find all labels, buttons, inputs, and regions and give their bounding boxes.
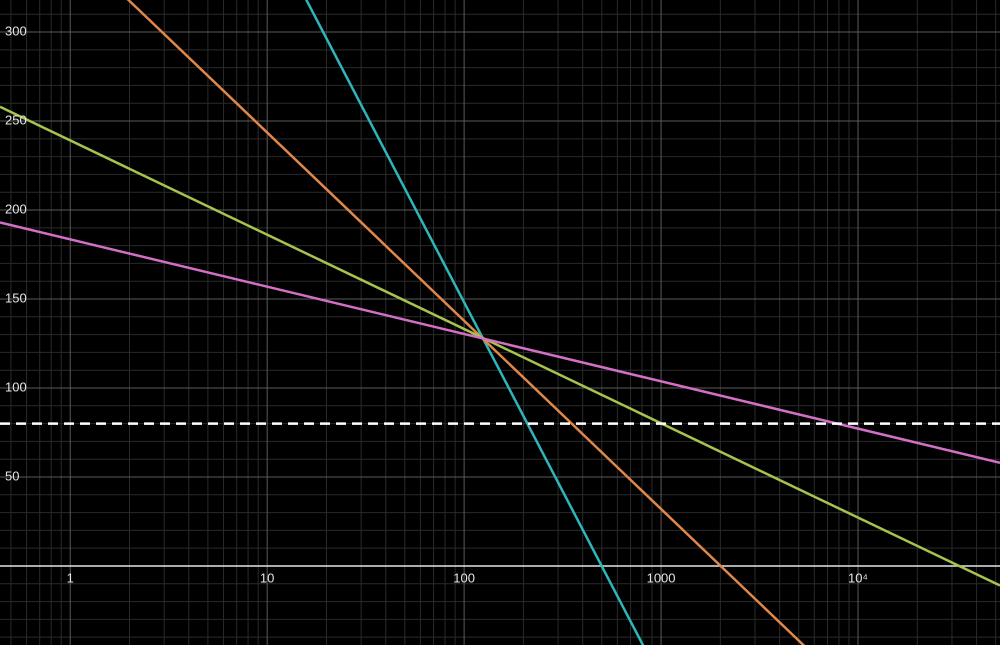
x-tick-label: 10⁴: [848, 570, 868, 585]
curve: [0, 105, 1000, 587]
y-tick-label: 50: [5, 468, 19, 483]
labels: 50 100 150 200 250 300 1 10 100 1000 10⁴: [5, 23, 868, 585]
y-tick-label: 100: [5, 379, 27, 394]
y-tick-label: 150: [5, 290, 27, 305]
x-tick-label: 10: [260, 570, 274, 585]
x-tick-label: 1000: [647, 570, 676, 585]
y-tick-label: 300: [5, 23, 27, 38]
y-tick-label: 250: [5, 112, 27, 127]
y-tick-label: 200: [5, 201, 27, 216]
x-tick-label: 100: [453, 570, 475, 585]
x-tick-label: 1: [67, 570, 74, 585]
